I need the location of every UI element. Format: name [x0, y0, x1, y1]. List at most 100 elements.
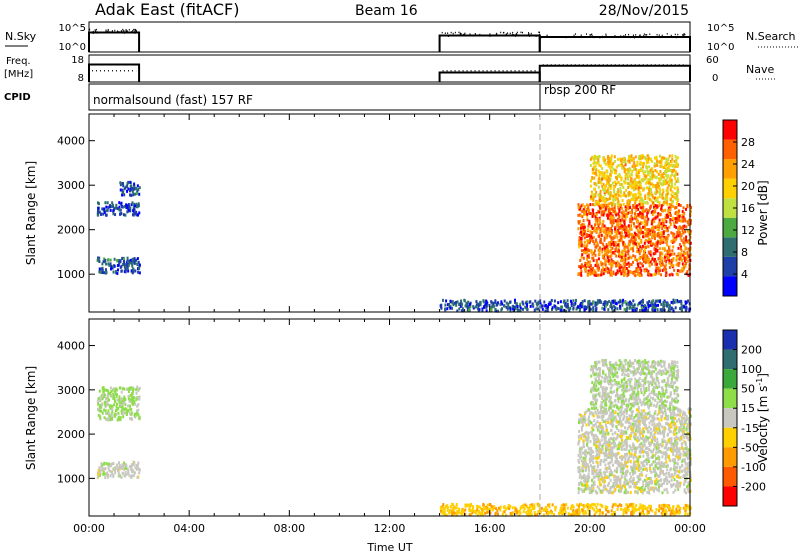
power-point — [624, 217, 627, 221]
freq-left-tick-top: 18 — [71, 55, 84, 66]
power-point — [595, 273, 598, 277]
power-point — [651, 174, 654, 178]
power-point — [136, 263, 139, 267]
power-point — [588, 208, 591, 212]
power-point — [529, 300, 532, 304]
velocity-point — [108, 412, 111, 416]
velocity-point — [121, 463, 124, 467]
velocity-point — [677, 487, 680, 491]
power-point — [647, 234, 650, 238]
power-point — [598, 249, 601, 253]
velocity-point — [125, 473, 128, 477]
power-point — [635, 309, 638, 313]
power-point — [632, 235, 635, 239]
power-point — [610, 201, 613, 205]
velocity-point — [98, 466, 101, 470]
power-point — [650, 176, 653, 180]
power-point — [621, 218, 624, 222]
velocity-point — [670, 443, 673, 447]
power-point — [565, 305, 568, 309]
power-point — [628, 174, 631, 178]
velocity-point — [580, 502, 583, 506]
power-point — [600, 213, 603, 217]
velocity-point — [638, 438, 641, 442]
power-point — [668, 165, 671, 169]
velocity-point — [130, 470, 133, 474]
power-point — [636, 220, 639, 224]
velocity-point — [643, 506, 646, 510]
power-point — [592, 308, 595, 312]
power-point — [638, 271, 641, 275]
power-point — [476, 302, 479, 306]
power-point — [601, 262, 604, 266]
power-point — [618, 255, 621, 259]
power-point — [671, 157, 674, 161]
power-point — [448, 304, 451, 308]
power-point — [636, 267, 639, 271]
power-point — [617, 239, 620, 243]
power-point — [641, 165, 644, 169]
velocity-point — [514, 506, 517, 510]
noise-sample — [458, 34, 460, 37]
power-point — [603, 189, 606, 193]
power-point — [600, 204, 603, 208]
power-point — [659, 159, 662, 163]
power-point — [581, 209, 584, 213]
noise-sample — [507, 32, 509, 34]
power-point — [586, 249, 589, 253]
velocity-point — [590, 503, 593, 507]
power-point — [459, 302, 462, 306]
power-point — [596, 241, 599, 245]
power-point — [597, 227, 600, 231]
power-point — [129, 193, 132, 197]
power-point — [620, 190, 623, 194]
velocity-point — [136, 475, 139, 479]
power-point — [593, 176, 596, 180]
velocity-point — [588, 506, 591, 510]
power-point — [564, 301, 567, 305]
power-point — [642, 214, 645, 218]
power-point — [597, 158, 600, 162]
velocity-point — [577, 504, 580, 508]
power-point — [677, 226, 680, 230]
velocity-point — [648, 504, 651, 508]
velocity-point — [584, 431, 587, 435]
power-point — [496, 302, 499, 306]
power-point — [589, 184, 592, 188]
power-point — [597, 160, 600, 164]
power-point — [676, 273, 679, 277]
velocity-point — [614, 415, 617, 419]
power-point — [605, 245, 608, 249]
power-point — [112, 212, 115, 216]
power-point — [653, 248, 656, 252]
velocity-point — [678, 426, 681, 430]
power-point — [608, 160, 611, 164]
noise-sample — [515, 34, 517, 36]
power-point — [507, 302, 510, 306]
power-point — [133, 212, 136, 216]
power-point — [673, 232, 676, 236]
power-point — [586, 254, 589, 258]
power-point — [596, 299, 599, 303]
power-point — [612, 194, 615, 198]
power-point — [643, 186, 646, 190]
power-point — [662, 306, 665, 310]
velocity-point — [683, 474, 686, 478]
power-point — [540, 304, 543, 308]
velocity-point — [686, 464, 689, 468]
velocity-point — [569, 513, 572, 517]
power-point — [684, 305, 687, 309]
power-point — [115, 269, 118, 273]
velocity-point — [607, 417, 610, 421]
power-point — [636, 246, 639, 250]
noise-sample — [683, 33, 685, 35]
power-point — [681, 269, 684, 273]
velocity-point — [602, 415, 605, 419]
power-point — [676, 214, 679, 218]
velocity-point — [669, 506, 672, 510]
power-point — [625, 308, 628, 312]
power-point — [630, 301, 633, 305]
power-point — [133, 257, 136, 261]
velocity-point — [109, 417, 112, 421]
power-point — [613, 261, 616, 265]
